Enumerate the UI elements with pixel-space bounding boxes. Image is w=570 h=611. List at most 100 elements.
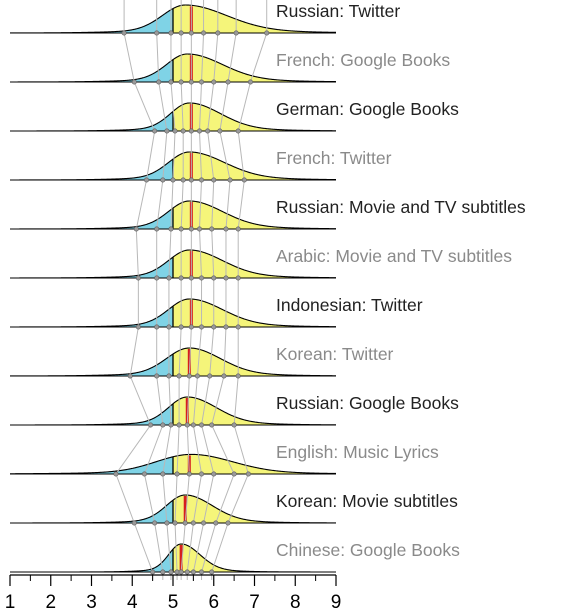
percentile-dot — [168, 422, 174, 428]
percentile-dot — [225, 520, 231, 526]
x-tick-label: 7 — [249, 592, 260, 611]
percentile-dot — [199, 324, 205, 330]
percentile-dot — [160, 422, 166, 428]
percentile-dot — [160, 177, 166, 183]
ridge-fill-above-neutral — [173, 454, 336, 474]
corpus-label: Russian: Twitter — [276, 1, 400, 21]
percentile-dot — [178, 275, 184, 281]
percentile-dot — [121, 30, 127, 36]
percentile-dot — [188, 79, 194, 85]
ridge-fill-below-neutral — [10, 8, 173, 33]
percentile-dot — [133, 226, 139, 232]
percentile-dot — [199, 569, 205, 575]
percentile-dot — [235, 373, 241, 379]
percentile-dot — [160, 471, 166, 477]
percentile-dot — [131, 520, 137, 526]
ridge-fill-below-neutral — [10, 403, 173, 425]
percentile-dot — [247, 79, 253, 85]
percentile-dot — [144, 177, 150, 183]
percentile-dot — [166, 373, 172, 379]
percentile-dot — [113, 471, 119, 477]
percentile-dot — [235, 275, 241, 281]
percentile-dot — [154, 275, 160, 281]
percentile-dot — [188, 30, 194, 36]
corpus-labels-layer: Russian: Twitter French: Google Books Germ… — [276, 1, 526, 560]
corpus-label: English: Music Lyrics — [276, 442, 439, 462]
ridge-fill-above-neutral — [173, 103, 336, 131]
percentile-dot — [211, 177, 217, 183]
percentile-dot — [186, 471, 192, 477]
percentile-dot — [150, 569, 156, 575]
percentile-connector-7 — [201, 0, 237, 580]
percentile-connector-6 — [192, 0, 219, 580]
ridge-fill-above-neutral — [173, 348, 336, 376]
percentile-dot — [178, 324, 184, 330]
ridge-9 — [9, 453, 337, 475]
x-tick-label: 9 — [331, 592, 342, 611]
ridge-fill-below-neutral — [10, 159, 173, 180]
percentile-dot — [152, 128, 158, 134]
percentile-dot — [213, 520, 219, 526]
percentile-dot — [154, 373, 160, 379]
corpus-label: French: Google Books — [276, 50, 450, 70]
percentile-dot — [188, 275, 194, 281]
percentile-dot — [209, 422, 215, 428]
percentile-dot — [211, 324, 217, 330]
x-tick-label: 5 — [168, 592, 179, 611]
percentile-dot — [199, 275, 205, 281]
percentile-connectors-layer — [113, 0, 270, 580]
ridge-fill-below-neutral — [10, 456, 173, 474]
percentile-dot — [194, 373, 200, 379]
percentile-dot — [223, 226, 229, 232]
percentile-dot — [180, 128, 186, 134]
percentile-dot — [188, 226, 194, 232]
percentile-dot — [235, 128, 241, 134]
ridge-fill-below-neutral — [10, 257, 173, 278]
percentile-dot — [172, 128, 178, 134]
corpus-label: Russian: Movie and TV subtitles — [276, 197, 526, 217]
percentile-dot — [223, 275, 229, 281]
corpus-label: German: Google Books — [276, 99, 459, 119]
percentile-dot — [184, 569, 190, 575]
x-tick-label: 6 — [208, 592, 219, 611]
ridge-fill-below-neutral — [10, 111, 173, 131]
percentile-dot — [217, 128, 223, 134]
percentile-dot — [164, 128, 170, 134]
corpus-label: Arabic: Movie and TV subtitles — [276, 246, 512, 266]
ridge-fill-above-neutral — [173, 495, 336, 523]
percentile-dot — [135, 324, 141, 330]
percentile-dot — [199, 422, 205, 428]
percentile-dot — [209, 569, 215, 575]
percentile-dot — [188, 324, 194, 330]
corpus-label: Chinese: Google Books — [276, 540, 460, 560]
percentile-connector-0 — [115, 0, 156, 580]
percentile-dot — [164, 520, 170, 526]
percentile-dot — [223, 324, 229, 330]
percentile-dot — [182, 520, 188, 526]
percentile-dot — [172, 520, 178, 526]
percentile-dot — [235, 226, 241, 232]
x-axis: 1 2 3 4 5 6 7 8 9 — [5, 574, 342, 611]
ridge-fill-above-neutral — [173, 5, 336, 33]
corpus-label: Korean: Twitter — [276, 344, 394, 364]
percentile-dot — [188, 177, 194, 183]
percentile-dot — [227, 177, 233, 183]
corpus-label: Korean: Movie subtitles — [276, 491, 458, 511]
percentile-dot — [178, 30, 184, 36]
percentile-dot — [205, 128, 211, 134]
ridges-layer — [9, 4, 337, 573]
corpus-label: French: Twitter — [276, 148, 392, 168]
percentile-dot — [166, 324, 172, 330]
ridge-fill-below-neutral — [10, 208, 173, 229]
ridge-fill-below-neutral — [10, 500, 173, 523]
percentile-dot — [160, 569, 166, 575]
percentile-dot — [201, 30, 207, 36]
percentile-dot — [166, 275, 172, 281]
percentile-dot — [168, 569, 174, 575]
percentile-dot — [196, 226, 202, 232]
percentile-dot — [231, 422, 237, 428]
percentile-dot — [131, 79, 137, 85]
x-tick-label: 1 — [5, 592, 16, 611]
x-tick-label: 2 — [45, 592, 56, 611]
